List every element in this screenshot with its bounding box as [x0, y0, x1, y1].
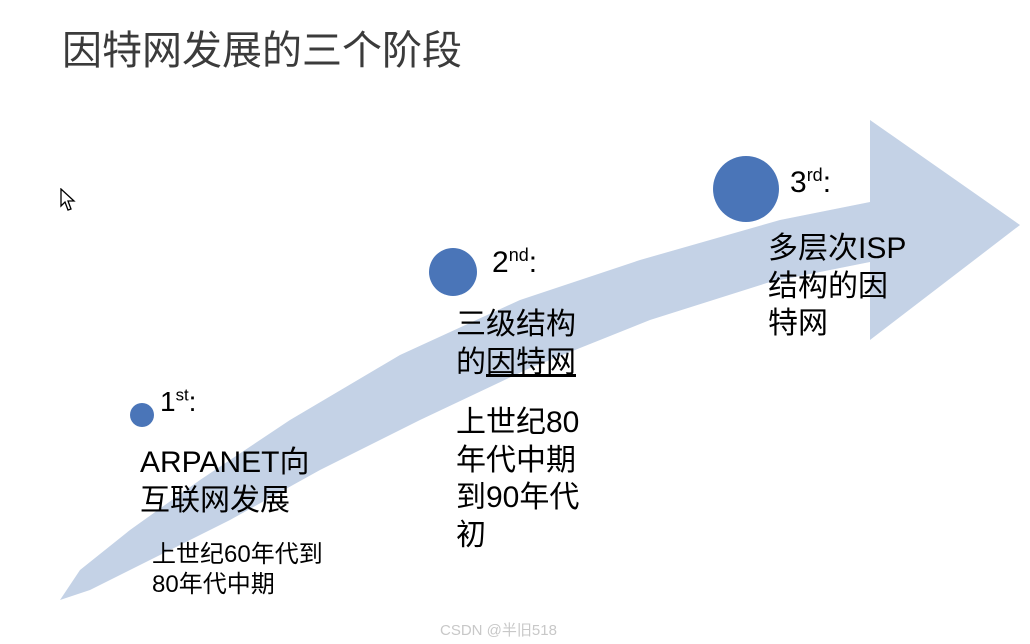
- watermark-text: CSDN @半旧518: [440, 619, 557, 640]
- cursor-icon: [60, 188, 78, 212]
- stage-marker-1: [130, 403, 154, 427]
- stage-2-ordinal: 2nd:: [492, 244, 537, 282]
- stage-1-ordinal: 1st:: [160, 384, 196, 419]
- stage-3-desc: 多层次ISP结构的因特网: [768, 230, 906, 343]
- ordinal-suffix: :: [823, 166, 831, 199]
- ordinal-number: 1: [160, 386, 176, 417]
- stage-1-desc: ARPANET向互联网发展: [140, 444, 309, 519]
- stage-2-desc: 三级结构的因特网: [456, 306, 576, 381]
- stage-3-ordinal: 3rd:: [790, 164, 831, 202]
- stage-marker-2: [429, 248, 477, 296]
- ordinal-number: 2: [492, 246, 509, 279]
- stage-1-sub: 上世纪60年代到80年代中期: [152, 540, 323, 600]
- ordinal-number: 3: [790, 166, 807, 199]
- ordinal-suffix: :: [529, 246, 537, 279]
- ordinal-superscript: rd: [807, 165, 823, 185]
- ordinal-superscript: nd: [509, 245, 529, 265]
- stage-marker-3: [713, 156, 779, 222]
- ordinal-superscript: st: [176, 386, 189, 405]
- diagram-canvas: 因特网发展的三个阶段 1st: ARPANET向互联网发展 上世纪60年代到80…: [0, 0, 1030, 644]
- ordinal-suffix: :: [189, 386, 197, 417]
- stage-2-sub: 上世纪80年代中期到90年代初: [456, 404, 579, 554]
